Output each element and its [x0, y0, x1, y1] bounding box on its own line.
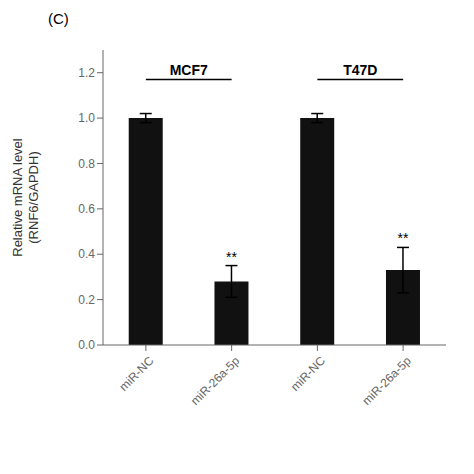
svg-text:MCF7: MCF7 — [170, 62, 208, 78]
svg-text:**: ** — [226, 249, 237, 265]
svg-text:1.2: 1.2 — [78, 66, 95, 80]
svg-text:T47D: T47D — [343, 62, 377, 78]
svg-text:miR-26a-5p: miR-26a-5p — [359, 353, 413, 407]
svg-text:0.0: 0.0 — [78, 338, 95, 352]
svg-text:1.0: 1.0 — [78, 111, 95, 125]
svg-text:0.4: 0.4 — [78, 247, 95, 261]
html-text:(C): (C) — [48, 10, 69, 27]
svg-text:0.8: 0.8 — [78, 157, 95, 171]
svg-text:0.2: 0.2 — [78, 293, 95, 307]
svg-text:miR-NC: miR-NC — [288, 353, 328, 393]
svg-text:Relative mRNA level(RNF6/GAPDH: Relative mRNA level(RNF6/GAPDH) — [10, 138, 41, 257]
svg-text:miR-26a-5p: miR-26a-5p — [188, 353, 242, 407]
svg-text:**: ** — [398, 230, 409, 246]
svg-text:miR-NC: miR-NC — [116, 353, 156, 393]
svg-text:0.6: 0.6 — [78, 202, 95, 216]
